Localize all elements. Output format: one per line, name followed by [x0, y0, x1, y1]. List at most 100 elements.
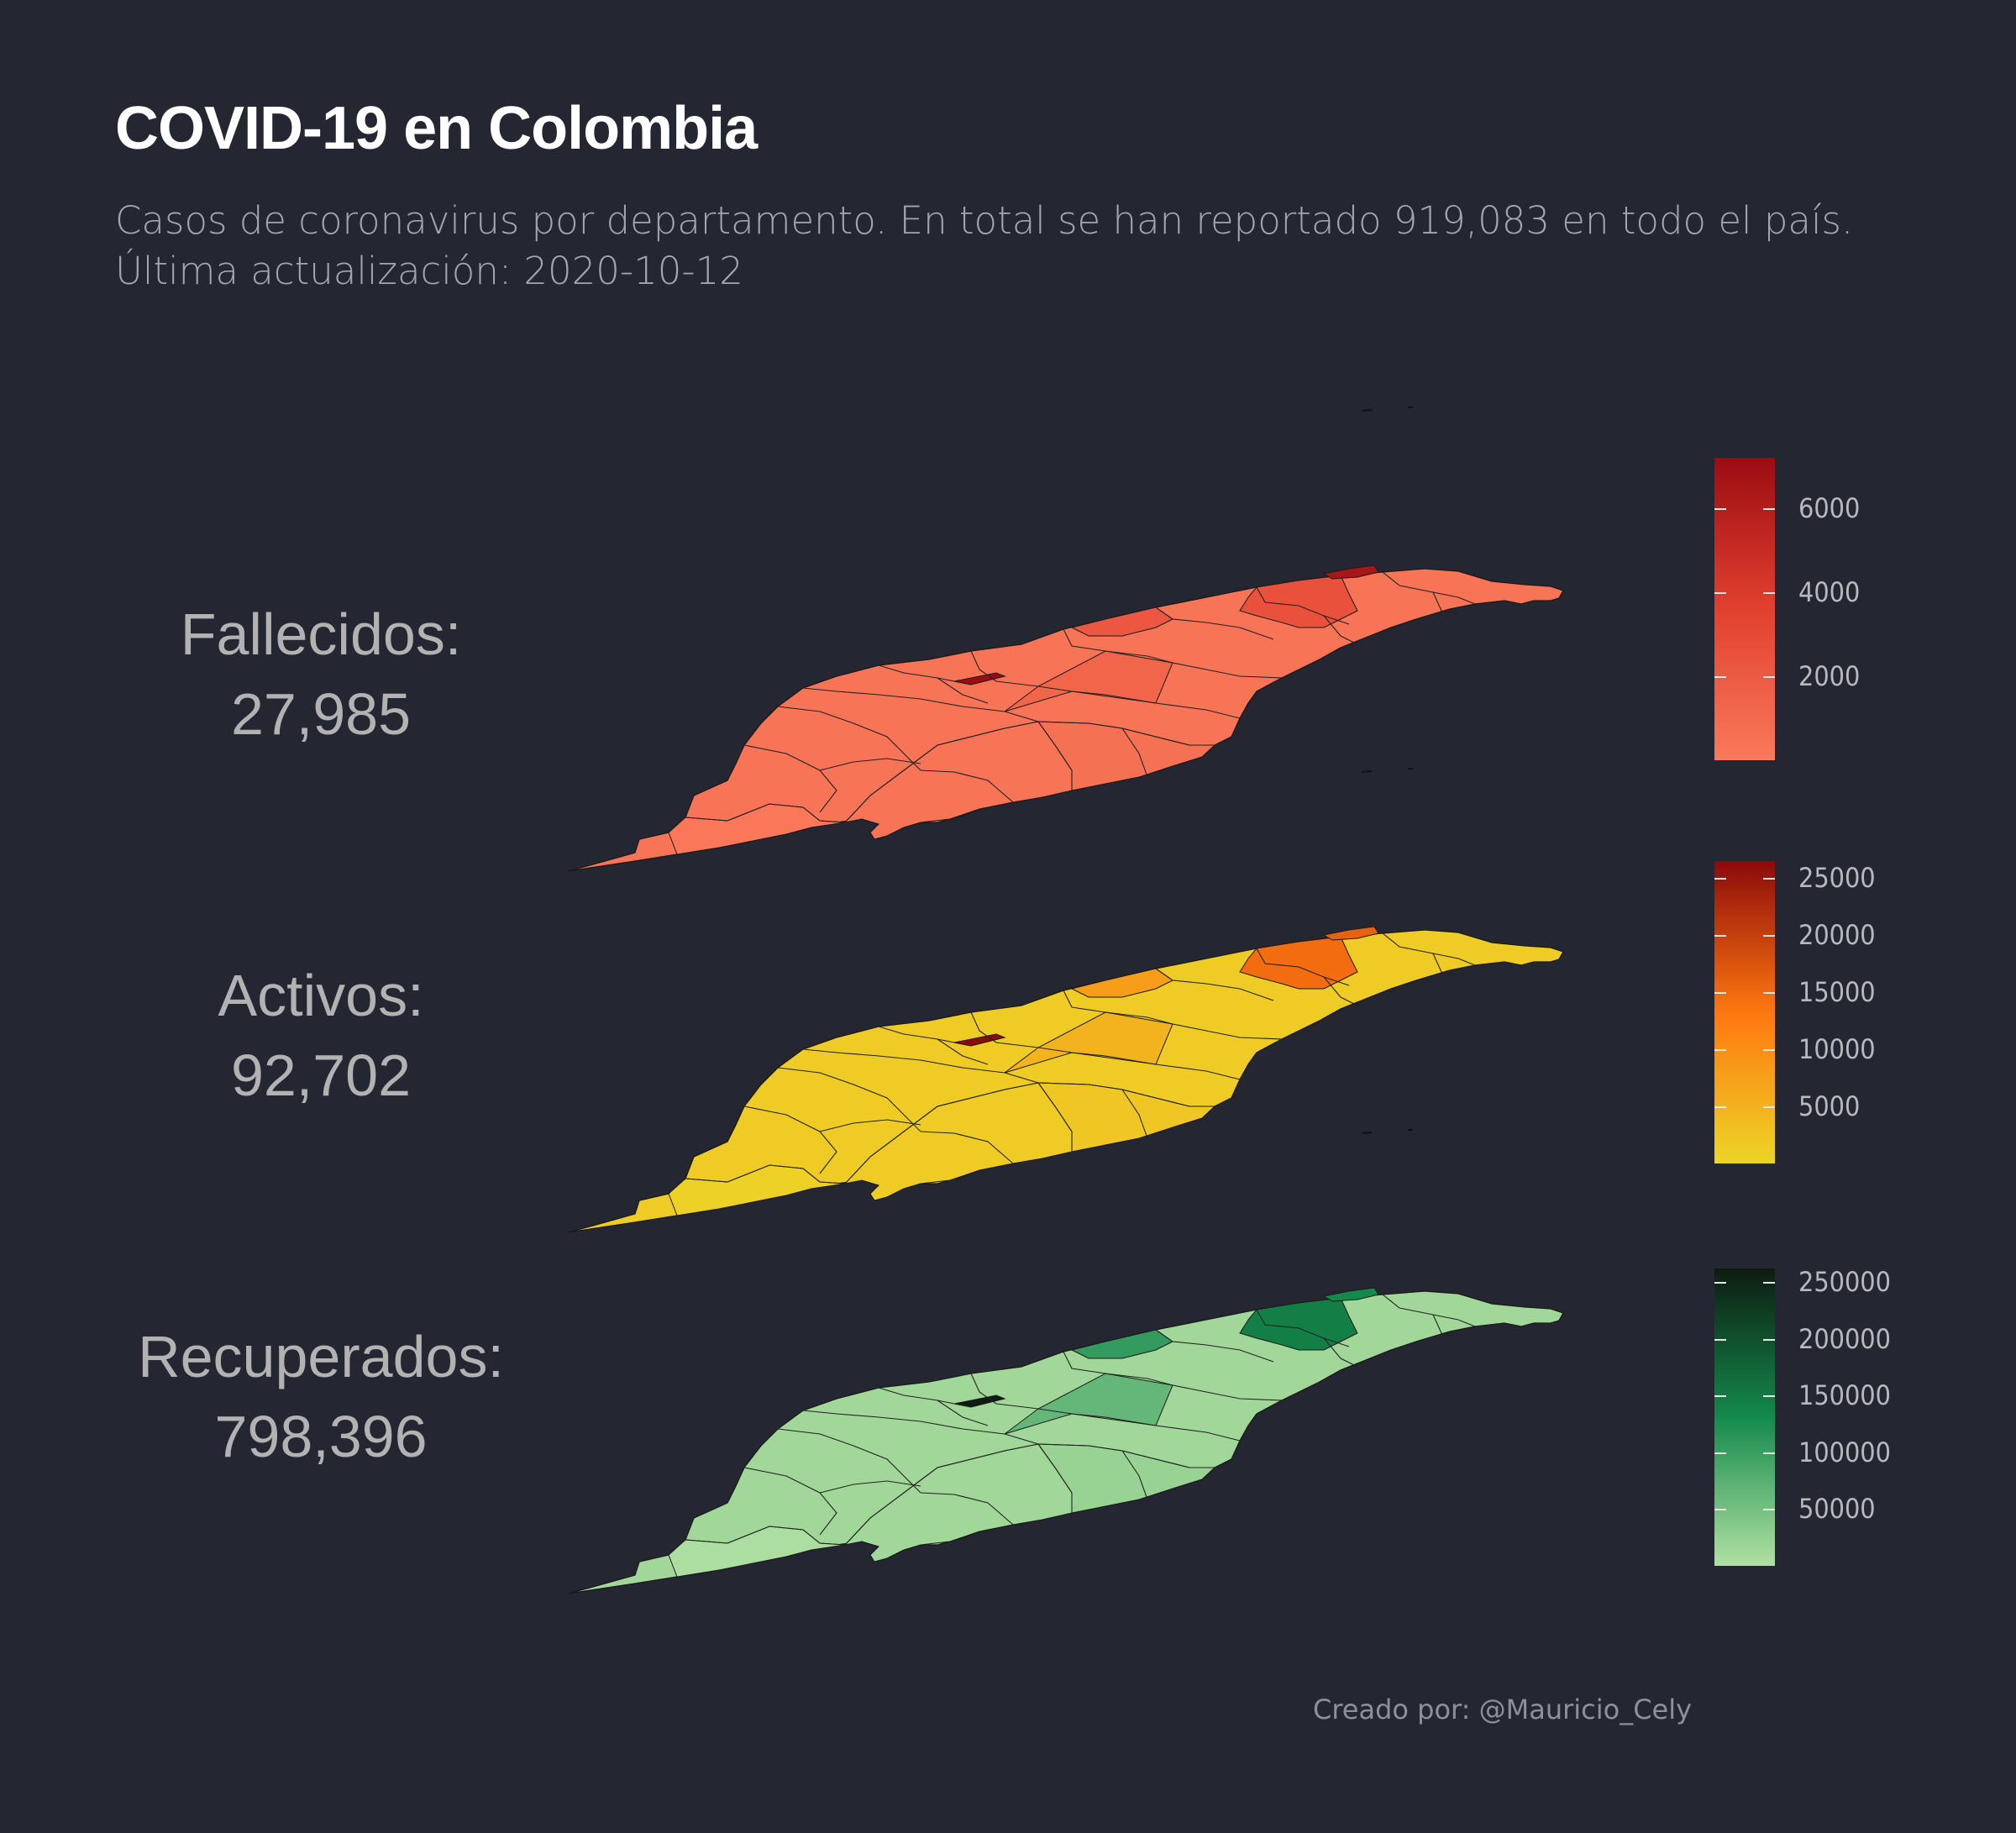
legend-tick-label: 4000	[1798, 576, 1861, 608]
legend-tick-label: 150000	[1798, 1379, 1891, 1412]
legend-tick-mark	[1714, 592, 1726, 594]
department-border	[1256, 948, 1350, 986]
legend-tick-mark	[1763, 935, 1775, 938]
legend-tick-mark	[1714, 878, 1726, 880]
legend-tick-label: 20000	[1798, 919, 1876, 952]
island-mark	[1361, 770, 1373, 773]
stat-recuperados: Recuperados: 798,396	[102, 1319, 539, 1478]
department-border	[1155, 607, 1274, 640]
department-northcentral	[1070, 607, 1173, 637]
department-border	[1323, 615, 1358, 645]
department-border	[777, 1067, 921, 1132]
department-border	[777, 1428, 921, 1494]
stat-value: 27,985	[230, 681, 412, 747]
department-border	[1063, 1351, 1173, 1386]
department-border	[802, 1048, 1005, 1074]
legend-tick-label: 25000	[1798, 862, 1876, 895]
department-border	[878, 664, 972, 685]
stat-label: Activos:	[218, 963, 424, 1028]
department-border	[970, 1011, 1073, 1053]
department-border	[1256, 1309, 1350, 1347]
legend-tick-mark	[1763, 1106, 1775, 1109]
legend-tick-mark	[1714, 1338, 1726, 1341]
department-border	[1121, 1089, 1148, 1139]
department-border	[1323, 976, 1358, 1006]
legend-tick-mark	[1714, 676, 1726, 678]
legend-tick-mark	[1714, 1282, 1726, 1284]
department-border	[937, 677, 989, 704]
department-border	[1037, 721, 1215, 746]
department-border	[1121, 727, 1148, 778]
legend-tick-mark	[1763, 508, 1775, 510]
legend-color-bar	[1714, 1268, 1775, 1566]
department-border	[685, 1164, 846, 1184]
stat-fallecidos: Fallecidos: 27,985	[102, 596, 539, 756]
department-border	[1155, 968, 1274, 1001]
legend-tick-label: 6000	[1798, 492, 1861, 524]
department-border	[819, 758, 921, 771]
department-border	[819, 1119, 921, 1132]
legend-tick-label: 100000	[1798, 1436, 1891, 1468]
department-coast_ne	[1322, 1287, 1379, 1302]
legend-tick-label: 200000	[1798, 1322, 1891, 1355]
stat-activos: Activos: 92,702	[102, 958, 539, 1117]
subtitle-line-2: Última actualización: 2020-10-12	[115, 249, 743, 293]
department-border	[802, 687, 1005, 712]
department-border	[1155, 1329, 1274, 1363]
department-border	[1071, 691, 1241, 719]
department-border	[1323, 1337, 1358, 1368]
department-border	[1037, 1443, 1215, 1468]
legend-tick-mark	[1763, 1452, 1775, 1454]
legend-tick-mark	[1763, 1338, 1775, 1341]
department-border	[1071, 1413, 1241, 1442]
department-border	[878, 1026, 972, 1047]
legend-tick-mark	[1763, 1395, 1775, 1398]
legend-tick-mark	[1714, 1049, 1726, 1052]
department-border	[844, 1082, 1039, 1184]
department-border	[937, 1038, 989, 1065]
department-border	[920, 1492, 1014, 1526]
department-border	[819, 1480, 921, 1494]
department-border	[1172, 662, 1283, 679]
department-northcentral	[1070, 968, 1173, 998]
department-border	[920, 769, 1014, 803]
department-border	[1432, 953, 1459, 976]
legend-tick-mark	[1714, 1509, 1726, 1511]
department-coast_ne	[1322, 926, 1379, 941]
island-mark	[1361, 1132, 1373, 1134]
department-northcentral	[1070, 1329, 1173, 1359]
department-border	[844, 1443, 1039, 1546]
map-panel-1	[567, 407, 1564, 872]
department-border	[685, 1526, 846, 1546]
legend-tick-label: 10000	[1798, 1033, 1876, 1066]
legend-tick-label: 50000	[1798, 1493, 1876, 1526]
department-border	[1063, 628, 1173, 664]
legend-tick-mark	[1763, 1282, 1775, 1284]
department-border	[1172, 1023, 1283, 1040]
department-border	[1063, 990, 1173, 1025]
page-title: COVID-19 en Colombia	[115, 95, 758, 162]
department-border	[802, 1410, 1005, 1435]
legend-tick-label: 15000	[1798, 976, 1876, 1009]
legend-tick-mark	[1763, 1509, 1775, 1511]
stat-value: 92,702	[230, 1043, 412, 1108]
legend-tick-mark	[1714, 1395, 1726, 1398]
legend-tick-mark	[1714, 1106, 1726, 1109]
department-border	[1121, 1450, 1148, 1500]
legend-tick-mark	[1714, 935, 1726, 938]
department-border	[937, 1400, 989, 1426]
department-border	[1432, 591, 1459, 615]
legend-tick-label: 2000	[1798, 660, 1861, 692]
map-panel-2	[567, 768, 1564, 1233]
department-border	[1004, 1433, 1073, 1513]
legend-tick-mark	[1714, 508, 1726, 510]
department-border	[685, 803, 846, 823]
department-border	[920, 1131, 1014, 1164]
legend-tick-label: 5000	[1798, 1090, 1861, 1123]
department-border	[1004, 711, 1073, 790]
legend-color-bar	[1714, 861, 1775, 1163]
legend-tick-mark	[1763, 1049, 1775, 1052]
department-border	[970, 650, 1073, 692]
department-border	[878, 1387, 972, 1408]
